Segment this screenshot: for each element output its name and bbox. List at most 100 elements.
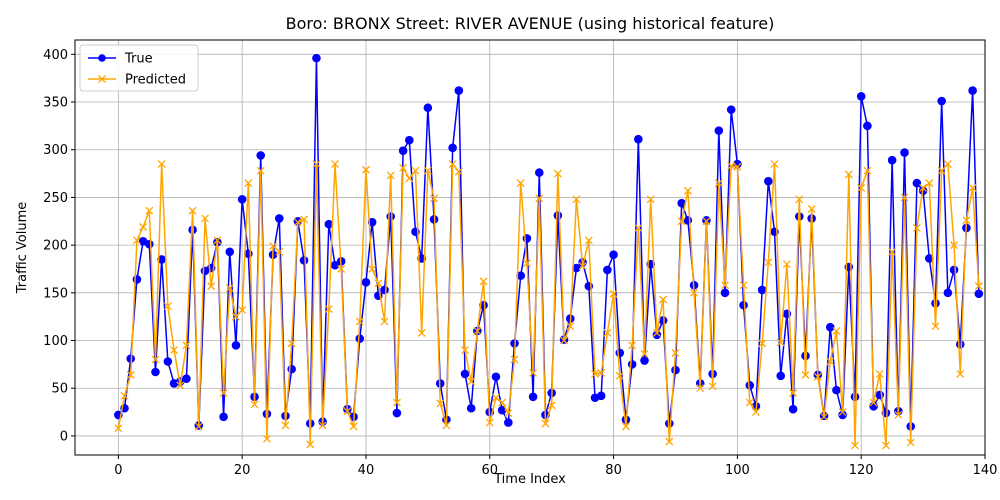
- predicted-point: [931, 322, 940, 331]
- true-point: [237, 195, 247, 204]
- predicted-point: [702, 217, 711, 226]
- x-tick-label: 60: [481, 463, 498, 478]
- predicted-point: [306, 440, 315, 449]
- predicted-point: [894, 410, 903, 419]
- x-tick-label: 100: [725, 463, 750, 478]
- true-point: [788, 404, 798, 414]
- predicted-point: [337, 265, 346, 273]
- x-tick-label: 40: [358, 463, 375, 478]
- predicted-point: [621, 422, 630, 431]
- true-point: [714, 126, 724, 135]
- predicted-point: [572, 195, 581, 204]
- x-tick-label: 0: [114, 463, 122, 478]
- true-point: [417, 254, 426, 263]
- predicted-point: [522, 259, 531, 268]
- predicted-point: [696, 384, 705, 393]
- predicted-point: [547, 401, 556, 410]
- predicted-point: [937, 166, 946, 175]
- true-point: [163, 357, 173, 366]
- true-point: [931, 299, 940, 308]
- true-point: [968, 86, 977, 95]
- predicted-point: [591, 369, 599, 378]
- predicted-point: [312, 160, 321, 168]
- true-point: [856, 91, 866, 101]
- predicted-point: [751, 408, 760, 417]
- predicted-point: [442, 421, 451, 430]
- predicted-point: [188, 206, 197, 215]
- predicted-point: [671, 348, 680, 357]
- predicted-point: [454, 167, 463, 176]
- true-point: [912, 178, 922, 188]
- true-point: [949, 265, 959, 275]
- predicted-point: [361, 165, 370, 174]
- y-tick-label: 250: [43, 191, 68, 206]
- predicted-point: [807, 204, 816, 213]
- predicted-point: [430, 194, 439, 203]
- predicted-point: [473, 327, 482, 335]
- predicted-point: [256, 166, 265, 175]
- predicted-point: [708, 382, 717, 391]
- predicted-point: [201, 214, 209, 223]
- predicted-point: [529, 368, 538, 377]
- predicted-point: [380, 317, 389, 326]
- true-point: [460, 369, 470, 379]
- predicted-point: [597, 368, 606, 377]
- true-point: [355, 334, 365, 343]
- predicted-point: [399, 163, 408, 172]
- true-point: [504, 418, 513, 427]
- true-point: [256, 151, 266, 160]
- predicted-point: [683, 186, 692, 195]
- predicted-point: [120, 391, 129, 400]
- predicted-point: [207, 282, 216, 291]
- true-point: [634, 134, 643, 144]
- x-tick-label: 20: [234, 463, 251, 478]
- predicted-point: [368, 265, 377, 273]
- x-tick-label: 140: [973, 463, 998, 478]
- true-point: [182, 374, 191, 383]
- predicted-point: [244, 179, 253, 188]
- predicted-point: [721, 281, 729, 290]
- predicted-point: [776, 338, 785, 347]
- predicted-point: [875, 369, 884, 378]
- predicted-point: [560, 336, 569, 345]
- true-point: [380, 285, 389, 295]
- predicted-point: [516, 179, 525, 188]
- y-tick-label: 50: [51, 382, 68, 397]
- predicted-point: [176, 381, 185, 390]
- predicted-point: [448, 160, 457, 168]
- predicted-point: [392, 398, 401, 407]
- predicted-point: [851, 441, 859, 450]
- predicted-point: [269, 242, 278, 251]
- true-point: [627, 360, 637, 369]
- true-point: [312, 53, 321, 63]
- predicted-point: [690, 288, 699, 297]
- predicted-point: [782, 260, 791, 269]
- predicted-point: [510, 355, 519, 364]
- true-point: [398, 146, 408, 155]
- predicted-point: [758, 339, 767, 348]
- predicted-point: [677, 217, 686, 226]
- true-point: [534, 168, 544, 177]
- true-point: [850, 392, 860, 402]
- predicted-point: [943, 160, 952, 168]
- true-point: [144, 239, 154, 249]
- true-point: [726, 105, 736, 114]
- predicted-point: [820, 412, 829, 421]
- predicted-point: [584, 236, 593, 245]
- predicted-point: [491, 393, 500, 402]
- predicted-point: [300, 215, 309, 224]
- predicted-point: [411, 166, 420, 175]
- y-tick-label: 150: [43, 286, 68, 301]
- true-point: [367, 217, 377, 227]
- predicted-point: [863, 166, 872, 175]
- predicted-point: [349, 422, 358, 431]
- true-point: [739, 300, 748, 310]
- predicted-point: [832, 327, 841, 335]
- y-tick-label: 100: [43, 334, 68, 349]
- predicted-point: [764, 258, 773, 267]
- true-point: [231, 340, 241, 350]
- predicted-point: [157, 160, 166, 168]
- predicted-point: [789, 389, 798, 397]
- predicted-point: [888, 247, 897, 256]
